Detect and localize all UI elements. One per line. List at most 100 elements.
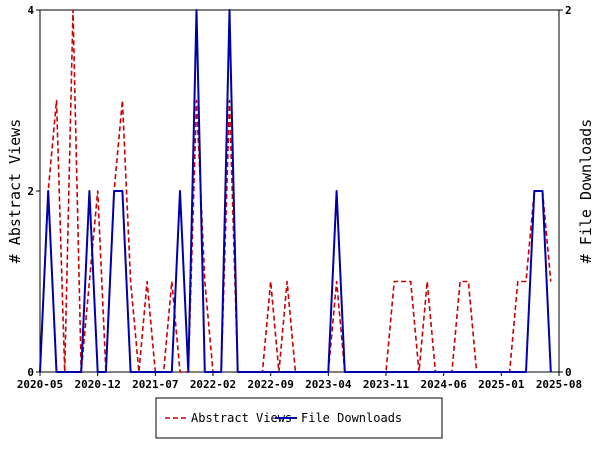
x-tick-label: 2020-12 [74, 378, 120, 391]
file-downloads-point [237, 371, 239, 373]
file-downloads-point [468, 371, 470, 373]
file-downloads-point [492, 371, 494, 373]
file-downloads-point [393, 371, 395, 373]
abstract-views-point [56, 100, 58, 102]
file-downloads-point [204, 371, 206, 373]
file-downloads-point [56, 371, 58, 373]
file-downloads-point [426, 371, 428, 373]
abstract-views-point [122, 100, 124, 102]
y-right-tick-label: 0 [565, 366, 572, 379]
x-tick-label: 2024-06 [420, 378, 467, 391]
x-tick-label: 2025-01 [478, 378, 525, 391]
file-downloads-point [105, 371, 107, 373]
abstract-views-point [286, 281, 288, 283]
file-downloads-point [435, 371, 437, 373]
file-downloads-point [319, 371, 321, 373]
abstract-views-point [72, 9, 74, 11]
x-tick-label: 2021-07 [132, 378, 178, 391]
y-right-axis-title: # File Downloads [577, 119, 595, 264]
x-tick-label: 2023-11 [363, 378, 410, 391]
legend-label-file-downloads: File Downloads [301, 411, 402, 425]
file-downloads-point [130, 371, 132, 373]
x-tick-label: 2022-09 [247, 378, 293, 391]
file-downloads-point [146, 371, 148, 373]
file-downloads-point [163, 371, 165, 373]
file-downloads-point [179, 190, 181, 192]
file-downloads-point [525, 371, 527, 373]
file-downloads-point [89, 190, 91, 192]
x-tick-label: 2025-08 [536, 378, 582, 391]
file-downloads-point [188, 371, 190, 373]
file-downloads-point [196, 9, 198, 11]
abstract-views-line [39, 9, 552, 373]
abstract-views-point [196, 100, 198, 102]
file-downloads-point [220, 371, 222, 373]
y-left-tick-label: 0 [27, 366, 34, 379]
file-downloads-point [550, 371, 552, 373]
abstract-views-point [402, 281, 404, 283]
file-downloads-point [311, 371, 313, 373]
y-left-axis-title: # Abstract Views [6, 119, 24, 264]
file-downloads-point [459, 371, 461, 373]
abstract-views-point [229, 100, 231, 102]
file-downloads-point [476, 371, 478, 373]
abstract-views-point [468, 281, 470, 283]
abstract-views-point [146, 281, 148, 283]
file-downloads-point [47, 190, 49, 192]
abstract-views-point [179, 371, 181, 373]
y-left-tick-label: 2 [27, 185, 34, 198]
file-downloads-point [39, 371, 41, 373]
file-downloads-point [171, 371, 173, 373]
file-downloads-point [410, 371, 412, 373]
file-downloads-point [336, 190, 338, 192]
x-tick-label: 2022-02 [190, 378, 236, 391]
abstract-views-point [517, 281, 519, 283]
file-downloads-point [286, 371, 288, 373]
file-downloads-line [39, 9, 552, 373]
file-downloads-point [245, 371, 247, 373]
abstract-views-point [550, 281, 552, 283]
file-downloads-point [385, 371, 387, 373]
file-downloads-point [72, 371, 74, 373]
abstract-views-point [525, 281, 527, 283]
file-downloads-point [352, 371, 354, 373]
file-downloads-point [328, 371, 330, 373]
file-downloads-point [278, 371, 280, 373]
y-right-tick-label: 2 [565, 4, 572, 17]
file-downloads-point [418, 371, 420, 373]
abstract-views-point [89, 281, 91, 283]
file-downloads-point [542, 190, 544, 192]
file-downloads-point [369, 371, 371, 373]
file-downloads-point [229, 9, 231, 11]
y-left-tick-label: 4 [27, 4, 34, 17]
file-downloads-point [361, 371, 363, 373]
legend-box [155, 397, 443, 439]
file-downloads-point [270, 371, 272, 373]
file-downloads-point [212, 371, 214, 373]
file-downloads-point [517, 371, 519, 373]
file-downloads-point [501, 371, 503, 373]
abstract-views-point [204, 281, 206, 283]
file-downloads-point [451, 371, 453, 373]
x-tick-label: 2023-04 [305, 378, 352, 391]
abstract-views-point [270, 281, 272, 283]
file-downloads-point [377, 371, 379, 373]
file-downloads-point [138, 371, 140, 373]
file-downloads-point [303, 371, 305, 373]
file-downloads-point [484, 371, 486, 373]
file-downloads-point [97, 371, 99, 373]
abstract-views-point [393, 281, 395, 283]
file-downloads-point [402, 371, 404, 373]
file-downloads-point [113, 190, 115, 192]
file-downloads-point [262, 371, 264, 373]
x-tick-label: 2020-05 [17, 378, 63, 391]
legend-label-abstract-views: Abstract Views [191, 411, 292, 425]
file-downloads-point [64, 371, 66, 373]
file-downloads-point [253, 371, 255, 373]
file-downloads-point [509, 371, 511, 373]
file-downloads-point [80, 371, 82, 373]
abstract-views-point [426, 281, 428, 283]
file-downloads-point [534, 190, 536, 192]
